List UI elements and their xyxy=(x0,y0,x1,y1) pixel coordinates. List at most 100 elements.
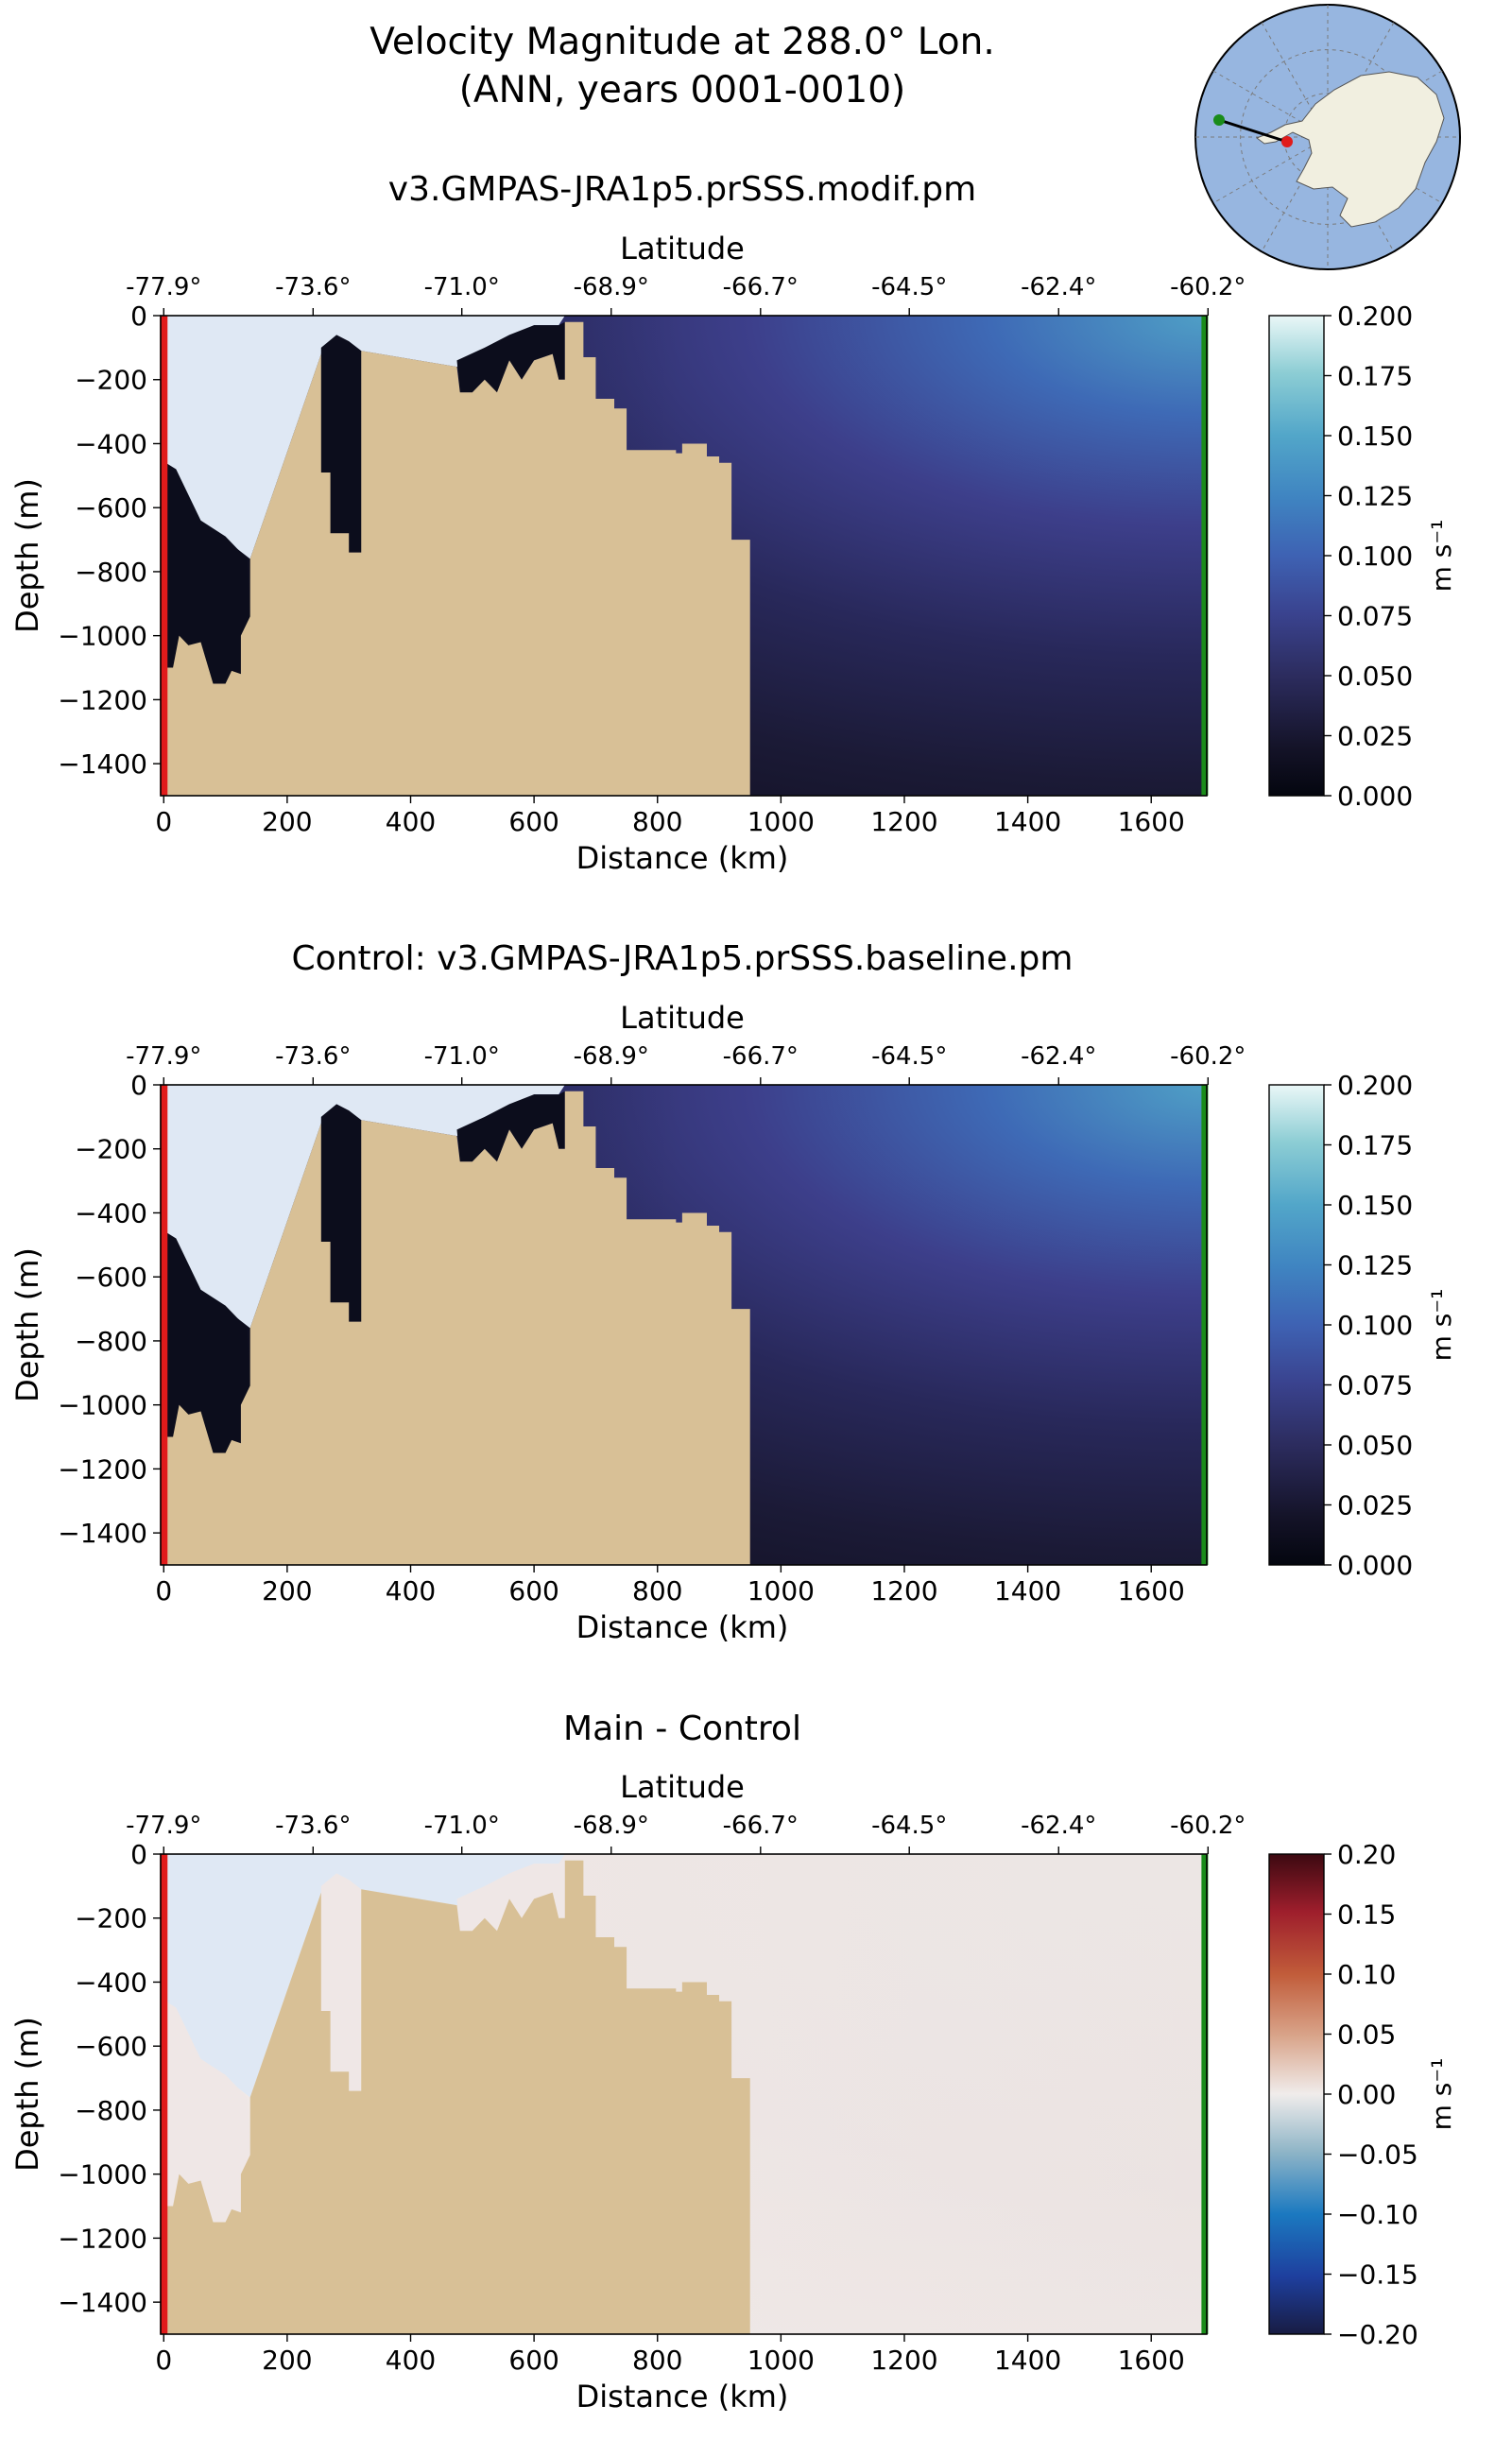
lat-tick-label: -62.4° xyxy=(1021,273,1096,301)
colorbar-tick-label: −0.20 xyxy=(1337,2319,1418,2350)
latitude-axis-label: Latitude xyxy=(620,1769,745,1805)
lat-tick-label: -64.5° xyxy=(871,273,947,301)
cavity-water-mid xyxy=(320,335,362,553)
colorbar-label: m s⁻¹ xyxy=(1426,2058,1457,2131)
lat-tick-label: -71.0° xyxy=(424,1042,500,1071)
panel-title: Main - Control xyxy=(563,1710,801,1748)
y-tick-label: −200 xyxy=(75,365,147,396)
cavity-water-mid xyxy=(320,1104,362,1322)
x-tick-label: 1000 xyxy=(747,806,815,837)
x-tick-label: 800 xyxy=(632,2345,682,2376)
lat-tick-label: -77.9° xyxy=(126,1042,201,1071)
x-axis-label: Distance (km) xyxy=(576,840,789,876)
chart-panel-1: v3.GMPAS-JRA1p5.prSSS.modif.pm 0 200 400 600… xyxy=(9,170,1457,876)
lat-tick-label: -66.7° xyxy=(723,1042,799,1071)
transect-line xyxy=(1218,118,1288,144)
seafloor-land xyxy=(161,321,750,796)
transect-start-line xyxy=(160,1085,168,1565)
cavity-water-west xyxy=(161,1998,250,2223)
x-tick-label: 400 xyxy=(386,1575,436,1606)
axes-frame xyxy=(160,315,1208,797)
axes-frame xyxy=(160,1084,1208,1566)
colorbar-tick-label: 0.075 xyxy=(1337,1370,1413,1401)
colorbar-tick-label: 0.150 xyxy=(1337,1190,1413,1221)
y-tick-label: −200 xyxy=(75,1134,147,1165)
lat-tick-label: -73.6° xyxy=(275,1812,351,1840)
colorbar-tick-label: 0.025 xyxy=(1337,721,1413,752)
y-tick-label: 0 xyxy=(130,1839,147,1870)
axes-frame xyxy=(160,1853,1208,2335)
lat-tick-label: -66.7° xyxy=(723,1812,799,1840)
y-tick-label: −800 xyxy=(75,557,147,588)
colorbar-tick-label: 0.10 xyxy=(1337,1959,1396,1990)
colorbar xyxy=(1268,1853,1325,2335)
transect-start-line xyxy=(160,1854,168,2334)
lat-tick-label: -60.2° xyxy=(1170,273,1246,301)
lat-tick-label: -66.7° xyxy=(723,273,799,301)
x-tick-label: 1600 xyxy=(1118,1575,1185,1606)
colorbar-tick-label: −0.15 xyxy=(1337,2259,1418,2291)
lat-tick-label: -77.9° xyxy=(126,273,201,301)
y-axis-label: Depth (m) xyxy=(9,2017,45,2172)
colorbar-tick-label: 0.15 xyxy=(1337,1899,1396,1931)
latitude-axis-label: Latitude xyxy=(620,1000,745,1036)
y-tick-label: −400 xyxy=(75,1967,147,1998)
lat-tick-label: -64.5° xyxy=(871,1812,947,1840)
seafloor-land xyxy=(161,1091,750,1565)
x-tick-label: 0 xyxy=(155,806,172,837)
latitude-axis-label: Latitude xyxy=(620,231,745,266)
lat-tick-label: -73.6° xyxy=(275,273,351,301)
y-tick-label: 0 xyxy=(130,301,147,332)
colorbar-tick-label: 0.100 xyxy=(1337,1310,1413,1341)
ice-shelf-region xyxy=(161,1854,565,2098)
colorbar-tick-label: 0.050 xyxy=(1337,1430,1413,1461)
colorbar-tick-label: 0.00 xyxy=(1337,2079,1396,2110)
figure-title-line1: Velocity Magnitude at 288.0° Lon. xyxy=(369,21,995,63)
y-tick-label: −600 xyxy=(75,2031,147,2062)
transect-end-marker xyxy=(1213,114,1225,126)
y-tick-label: −400 xyxy=(75,1197,147,1228)
cavity-water-east xyxy=(456,1091,565,1162)
colorbar-tick-label: 0.025 xyxy=(1337,1490,1413,1521)
lat-tick-label: -60.2° xyxy=(1170,1812,1246,1840)
x-tick-label: 1200 xyxy=(870,2345,937,2376)
x-tick-label: 1200 xyxy=(870,1575,937,1606)
y-tick-label: −1200 xyxy=(58,2223,147,2254)
ice-shelf-region xyxy=(161,316,565,559)
x-tick-label: 200 xyxy=(262,2345,312,2376)
plot-area xyxy=(161,1854,1207,2334)
colorbar-tick-label: 0.175 xyxy=(1337,361,1413,392)
x-tick-label: 1400 xyxy=(994,806,1061,837)
x-tick-label: 0 xyxy=(155,1575,172,1606)
lat-tick-label: -64.5° xyxy=(871,1042,947,1071)
x-tick-label: 1200 xyxy=(870,806,937,837)
colorbar-tick-label: 0.000 xyxy=(1337,1550,1413,1581)
x-tick-label: 1600 xyxy=(1118,2345,1185,2376)
y-tick-label: −800 xyxy=(75,1326,147,1357)
cavity-water-east xyxy=(456,1860,565,1932)
y-tick-label: −400 xyxy=(75,428,147,459)
colorbar xyxy=(1268,1084,1325,1566)
plot-area xyxy=(161,316,1207,796)
lat-tick-label: -68.9° xyxy=(574,1812,649,1840)
colorbar-tick-label: 0.075 xyxy=(1337,601,1413,632)
y-tick-label: −200 xyxy=(75,1903,147,1934)
colorbar-tick-label: 0.000 xyxy=(1337,781,1413,812)
y-tick-label: −600 xyxy=(75,492,147,524)
x-tick-label: 1000 xyxy=(747,1575,815,1606)
lat-tick-label: -71.0° xyxy=(424,1812,500,1840)
transect-end-line xyxy=(1201,1085,1209,1565)
colorbar-label: m s⁻¹ xyxy=(1426,520,1457,593)
x-tick-label: 200 xyxy=(262,806,312,837)
colorbar-tick-label: 0.05 xyxy=(1337,2019,1396,2051)
inset-map xyxy=(1194,4,1461,270)
x-tick-label: 600 xyxy=(508,2345,558,2376)
x-tick-label: 1600 xyxy=(1118,806,1185,837)
colorbar-tick-label: 0.150 xyxy=(1337,421,1413,452)
y-tick-label: −1400 xyxy=(58,2287,147,2318)
lat-tick-label: -60.2° xyxy=(1170,1042,1246,1071)
colorbar-tick-label: 0.125 xyxy=(1337,1250,1413,1281)
chart-panel-3: Main - Control 0 200 400 600 800 1000 1200 1400 1… xyxy=(9,1710,1457,2414)
cavity-water-west xyxy=(161,459,250,684)
colorbar-tick-label: 0.200 xyxy=(1337,1070,1413,1101)
